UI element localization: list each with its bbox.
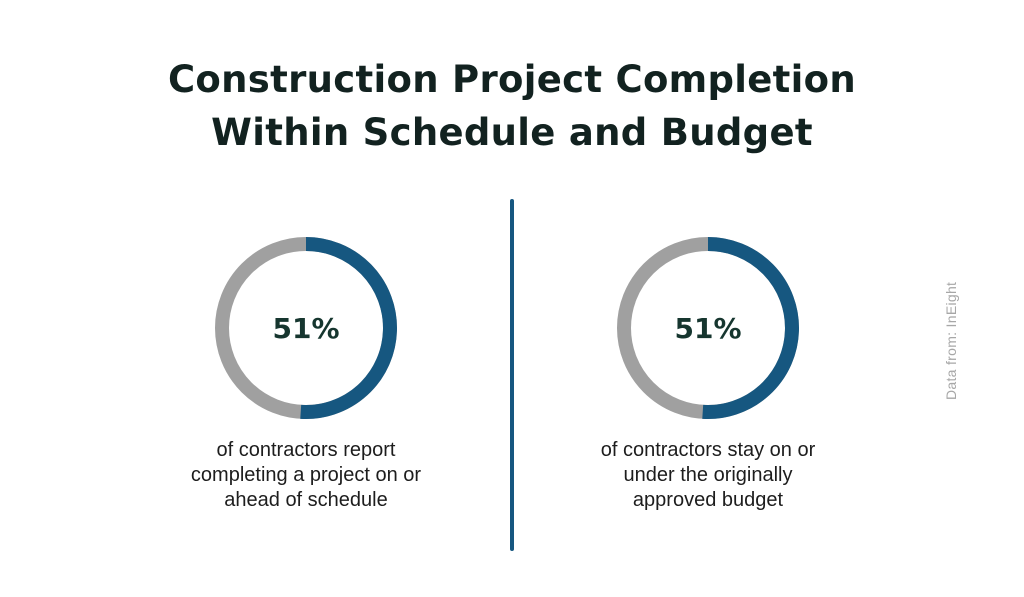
caption-budget: of contractors stay on or under the orig… <box>538 438 878 513</box>
donut-value-arc <box>702 237 799 419</box>
caption-line: completing a project on or <box>190 464 422 486</box>
chart-title-line-2: Within Schedule and Budget <box>211 111 813 154</box>
donut-chart-budget: 51% <box>617 237 799 419</box>
caption-schedule: of contractors report completing a proje… <box>136 438 476 513</box>
caption-line: ahead of schedule <box>224 489 388 511</box>
donut-value-label: 51% <box>272 312 339 345</box>
caption-line: of contractors stay on or <box>600 439 816 461</box>
chart-title-line-1: Construction Project Completion <box>167 58 857 101</box>
caption-line: of contractors report <box>216 439 396 461</box>
data-source-note: Data from: InEight <box>943 281 959 400</box>
caption-line: under the originally <box>623 464 793 486</box>
donut-chart-schedule: 51% <box>215 237 397 419</box>
center-divider <box>510 199 514 551</box>
caption-line: approved budget <box>632 489 784 511</box>
donut-value-arc <box>300 237 397 419</box>
donut-value-label: 51% <box>674 312 741 345</box>
